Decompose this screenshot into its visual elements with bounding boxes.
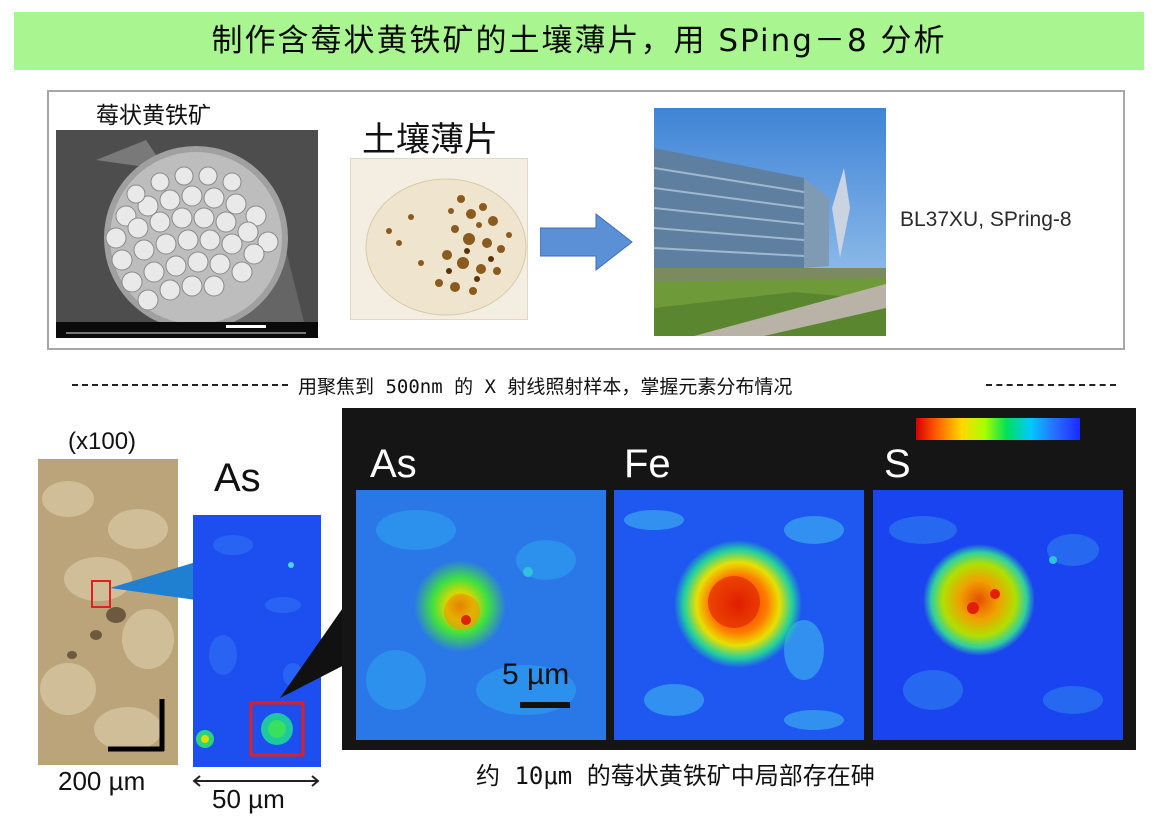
method-caption: 用聚焦到 500nm 的 X 射线照射样本，掌握元素分布情况 bbox=[298, 376, 793, 398]
sem-info-bar bbox=[56, 322, 318, 338]
page-title: 制作含莓状黄铁矿的土壤薄片，用 SPing－8 分析 bbox=[211, 23, 947, 59]
map-scale-label: 5 µm bbox=[502, 658, 570, 691]
as-overview-label: As bbox=[214, 456, 261, 500]
map-label-s: S bbox=[884, 442, 911, 486]
fe-map-graphic bbox=[614, 490, 864, 740]
s-distribution-map bbox=[873, 490, 1123, 740]
dashed-divider-left bbox=[72, 384, 288, 386]
map-label-as: As bbox=[370, 442, 417, 486]
framboid-sem-graphic bbox=[56, 130, 318, 338]
zoom-connector-blue bbox=[110, 562, 196, 600]
as-overview-graphic bbox=[193, 515, 321, 767]
as-distribution-map bbox=[356, 490, 606, 740]
fe-distribution-map bbox=[614, 490, 864, 740]
beamline-label: BL37XU, SPring-8 bbox=[900, 208, 1072, 231]
overview-scale-arrow bbox=[192, 775, 320, 787]
as-overview-map bbox=[193, 515, 321, 767]
soil-micrograph bbox=[38, 459, 178, 765]
facility-graphic bbox=[654, 108, 886, 336]
dashed-divider-right bbox=[986, 384, 1116, 386]
result-caption: 约 10μm 的莓状黄铁矿中局部存在砷 bbox=[476, 762, 875, 790]
map-label-fe: Fe bbox=[624, 442, 671, 486]
magnification-label: (x100) bbox=[68, 428, 137, 455]
as-map-graphic bbox=[356, 490, 606, 740]
map-scale-bar bbox=[520, 702, 570, 708]
intensity-colorbar bbox=[916, 418, 1080, 440]
thin-section-label: 土壤薄片 bbox=[362, 120, 498, 160]
sem-image-label: 莓状黄铁矿 bbox=[96, 103, 211, 129]
thin-section-photo bbox=[350, 158, 528, 320]
s-map-graphic bbox=[873, 490, 1123, 740]
zoom-connector-black bbox=[280, 592, 354, 698]
thin-section-graphic bbox=[351, 159, 527, 319]
micrograph-scale-label: 200 µm bbox=[58, 766, 146, 796]
spring8-facility-photo bbox=[654, 108, 886, 336]
overview-scale-label: 50 µm bbox=[212, 784, 285, 814]
micrograph-graphic bbox=[38, 459, 178, 765]
framboid-sem-image bbox=[56, 130, 318, 338]
right-arrow-icon bbox=[539, 212, 634, 276]
title-banner: 制作含莓状黄铁矿的土壤薄片，用 SPing－8 分析 bbox=[14, 12, 1144, 70]
sem-info-bar-graphic bbox=[66, 325, 306, 334]
